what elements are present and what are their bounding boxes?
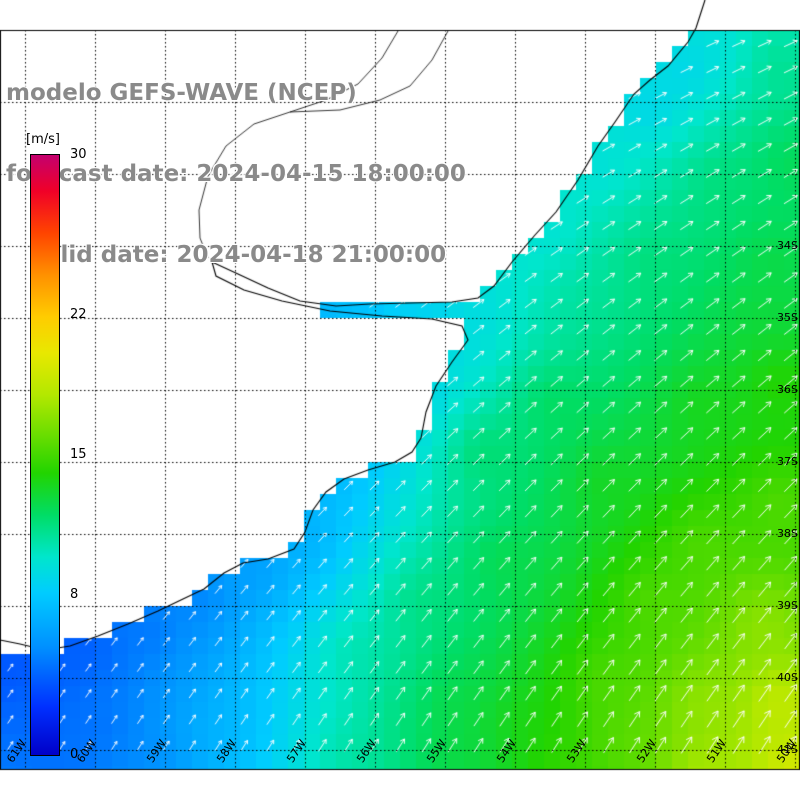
colorbar-tick-label: 30 [70,147,87,162]
latitude-label: 34S [777,239,798,252]
colorbar-tick-label: 0 [70,747,79,762]
latitude-label: 36S [777,383,798,396]
latitude-label: 38S [777,527,798,540]
colorbar: [m/s] 30 22 15 8 0 [26,132,118,782]
colorbar-gradient [30,154,60,756]
colorbar-tick-label: 8 [70,587,79,602]
latitude-label: 39S [777,599,798,612]
colorbar-unit-label: [m/s] [26,132,60,147]
latitude-label: 40S [777,671,798,684]
colorbar-tick-label: 15 [70,447,87,462]
latitude-label: 41S [777,743,798,756]
latitude-label: 37S [777,455,798,468]
latitude-label: 35S [777,311,798,324]
colorbar-tick-label: 22 [70,307,87,322]
model-title: modelo GEFS-WAVE (NCEP) [6,80,357,106]
